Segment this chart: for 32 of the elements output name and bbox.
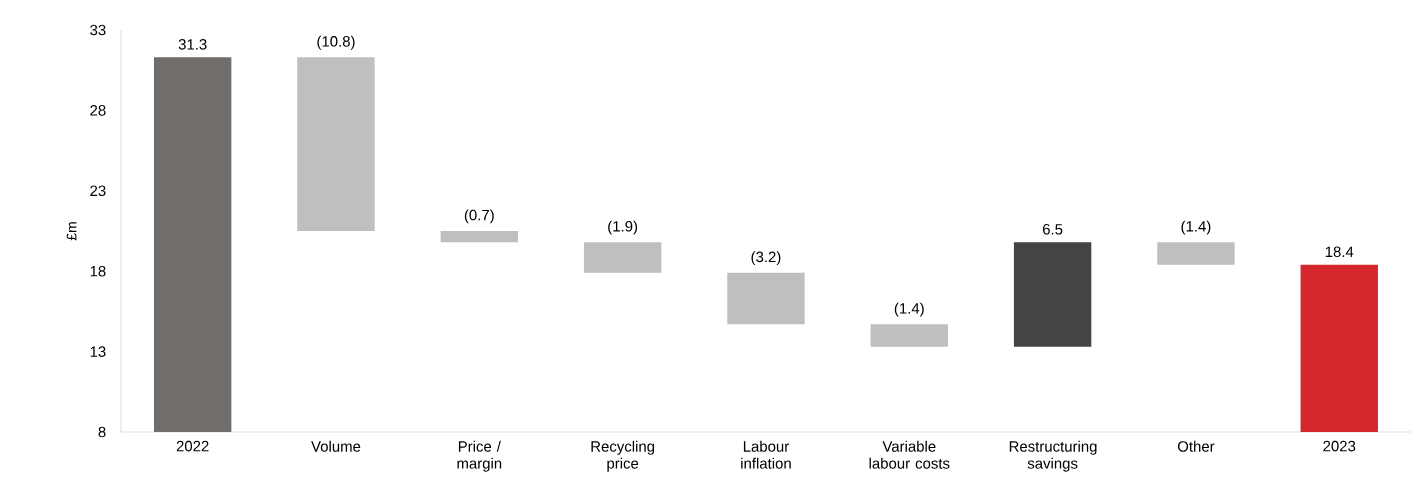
- bar: [583, 242, 662, 273]
- x-tick-label: Recycling price: [591, 440, 655, 472]
- y-tick-label: 23: [90, 185, 106, 197]
- x-tick-label: Other: [1177, 440, 1215, 452]
- y-tick-label: 33: [90, 24, 106, 36]
- data-label: (1.4): [894, 302, 924, 317]
- bar: [440, 231, 519, 243]
- bar: [297, 57, 375, 231]
- data-label: 18.4: [1325, 246, 1354, 258]
- bar: [870, 324, 948, 347]
- data-label: 31.3: [178, 39, 207, 50]
- x-tick-label: Price / margin: [457, 440, 502, 472]
- bar: [1157, 242, 1235, 265]
- data-label: (10.8): [317, 35, 355, 50]
- y-tick-label: 13: [90, 346, 106, 357]
- y-tick-label: 8: [98, 426, 106, 438]
- x-tick-label: Variable labour costs: [869, 440, 950, 469]
- y-tick-label: 18: [90, 265, 106, 277]
- bar: [1013, 242, 1092, 347]
- y-tick-label: 28: [90, 105, 106, 116]
- x-tick-label: 2022: [176, 440, 209, 452]
- data-label: 6.5: [1042, 223, 1063, 235]
- bar: [727, 272, 805, 325]
- x-tick-label: 2023: [1323, 440, 1356, 452]
- x-tick-label: Labour inflation: [741, 440, 791, 469]
- data-label: (1.4): [1181, 220, 1211, 235]
- y-axis-title: £m: [66, 222, 77, 241]
- x-tick-label: Volume: [311, 440, 361, 452]
- data-label: (0.7): [464, 209, 494, 224]
- data-label: (3.2): [751, 251, 781, 266]
- data-label: (1.9): [608, 220, 638, 235]
- x-tick-label: Restructuring savings: [1009, 440, 1097, 472]
